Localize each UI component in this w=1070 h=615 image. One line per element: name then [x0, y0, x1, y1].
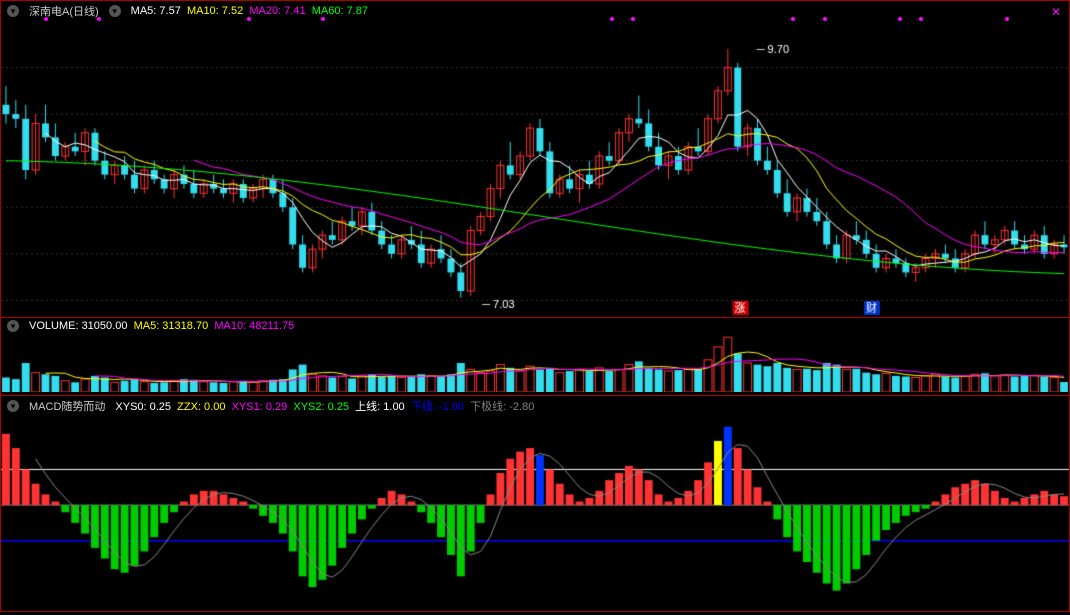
main-header: ▾ 深南电A(日线) ▾ MA5: 7.57 MA10: 7.52 MA20: …: [1, 1, 1069, 21]
collapse-icon[interactable]: ▾: [7, 320, 19, 332]
macd-legend: XYS0: 0.25 ZZX: 0.00 XYS1: 0.29 XYS2: 0.…: [115, 398, 534, 414]
main-chart-panel[interactable]: ▾ 深南电A(日线) ▾ MA5: 7.57 MA10: 7.52 MA20: …: [0, 0, 1070, 318]
close-icon[interactable]: ✕: [1051, 5, 1061, 19]
ma-legend: MA5: 7.57 MA10: 7.52 MA20: 7.41 MA60: 7.…: [131, 5, 368, 17]
macd-panel[interactable]: ▾ MACD随势而动 XYS0: 0.25 ZZX: 0.00 XYS1: 0.…: [0, 396, 1070, 612]
volume-legend: VOLUME: 31050.00 MA5: 31318.70 MA10: 482…: [29, 320, 294, 332]
stock-title: 深南电A(日线): [29, 3, 99, 19]
macd-title: MACD随势而动: [29, 398, 105, 414]
collapse-icon[interactable]: ▾: [7, 5, 19, 17]
macd-chart[interactable]: [1, 416, 1069, 612]
macd-header: ▾ MACD随势而动 XYS0: 0.25 ZZX: 0.00 XYS1: 0.…: [1, 396, 1069, 416]
ma-collapse-icon[interactable]: ▾: [109, 5, 121, 17]
volume-panel[interactable]: ▾ VOLUME: 31050.00 MA5: 31318.70 MA10: 4…: [0, 318, 1070, 396]
collapse-icon[interactable]: ▾: [7, 400, 19, 412]
volume-header: ▾ VOLUME: 31050.00 MA5: 31318.70 MA10: 4…: [1, 318, 1069, 334]
volume-chart[interactable]: [1, 334, 1069, 392]
candlestick-chart[interactable]: [1, 21, 1069, 319]
